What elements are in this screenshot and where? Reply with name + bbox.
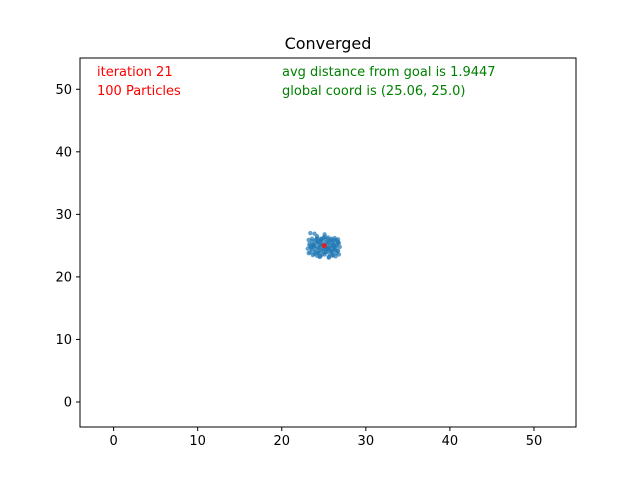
- y-tick-label: 20: [55, 270, 72, 285]
- particle-point: [317, 254, 322, 260]
- goal-marker: [321, 243, 327, 249]
- x-tick-label: 20: [273, 434, 290, 449]
- goal-point: [321, 243, 327, 249]
- particle-point: [324, 249, 329, 255]
- particle-point: [326, 255, 332, 260]
- x-tick-label: 50: [526, 434, 543, 449]
- particle-point: [330, 241, 336, 246]
- particle-point: [330, 253, 335, 258]
- x-tick-label: 0: [109, 434, 117, 449]
- particle-point: [335, 249, 340, 254]
- x-axis: 0 10 20 30 40 50: [109, 427, 542, 449]
- particle-count-label: 100 Particles: [97, 84, 181, 99]
- particle-point: [313, 249, 318, 255]
- particle-points: [305, 230, 342, 260]
- particle-point: [331, 245, 337, 250]
- particle-point: [308, 230, 313, 236]
- x-tick-label: 30: [358, 434, 375, 449]
- particle-point: [319, 236, 324, 241]
- x-tick-label: 10: [189, 434, 206, 449]
- particle-point: [333, 254, 338, 259]
- x-tick-label: 40: [442, 434, 459, 449]
- particle-point: [330, 250, 335, 255]
- particle-point: [307, 243, 312, 248]
- y-tick-label: 40: [55, 145, 72, 160]
- y-tick-label: 0: [64, 395, 72, 410]
- particle-point: [306, 237, 311, 243]
- particle-point: [309, 236, 315, 241]
- global-coord-label: global coord is (25.06, 25.0): [282, 84, 465, 99]
- particle-point: [329, 237, 334, 243]
- particle-point: [335, 239, 341, 245]
- particle-point: [326, 240, 332, 246]
- particle-point: [314, 234, 320, 239]
- particle-point: [337, 244, 342, 250]
- y-tick-label: 50: [55, 83, 72, 98]
- particle-point: [316, 245, 321, 251]
- plot-area: [79, 57, 577, 428]
- iteration-label: iteration 21: [97, 65, 173, 80]
- y-axis: 0 10 20 30 40 50: [55, 83, 80, 410]
- particle-point: [332, 235, 337, 241]
- particle-point: [325, 237, 331, 242]
- particle-point: [306, 250, 311, 256]
- particle-point: [312, 244, 317, 249]
- axes-frame: [79, 57, 577, 428]
- particle-point: [316, 250, 321, 255]
- particle-point: [319, 247, 325, 252]
- chart-title: Converged: [285, 34, 372, 53]
- y-tick-label: 10: [55, 333, 72, 348]
- avg-distance-label: avg distance from goal is 1.9447: [282, 65, 496, 80]
- y-tick-label: 30: [55, 208, 72, 223]
- particle-point: [310, 252, 316, 258]
- particle-point: [322, 234, 327, 240]
